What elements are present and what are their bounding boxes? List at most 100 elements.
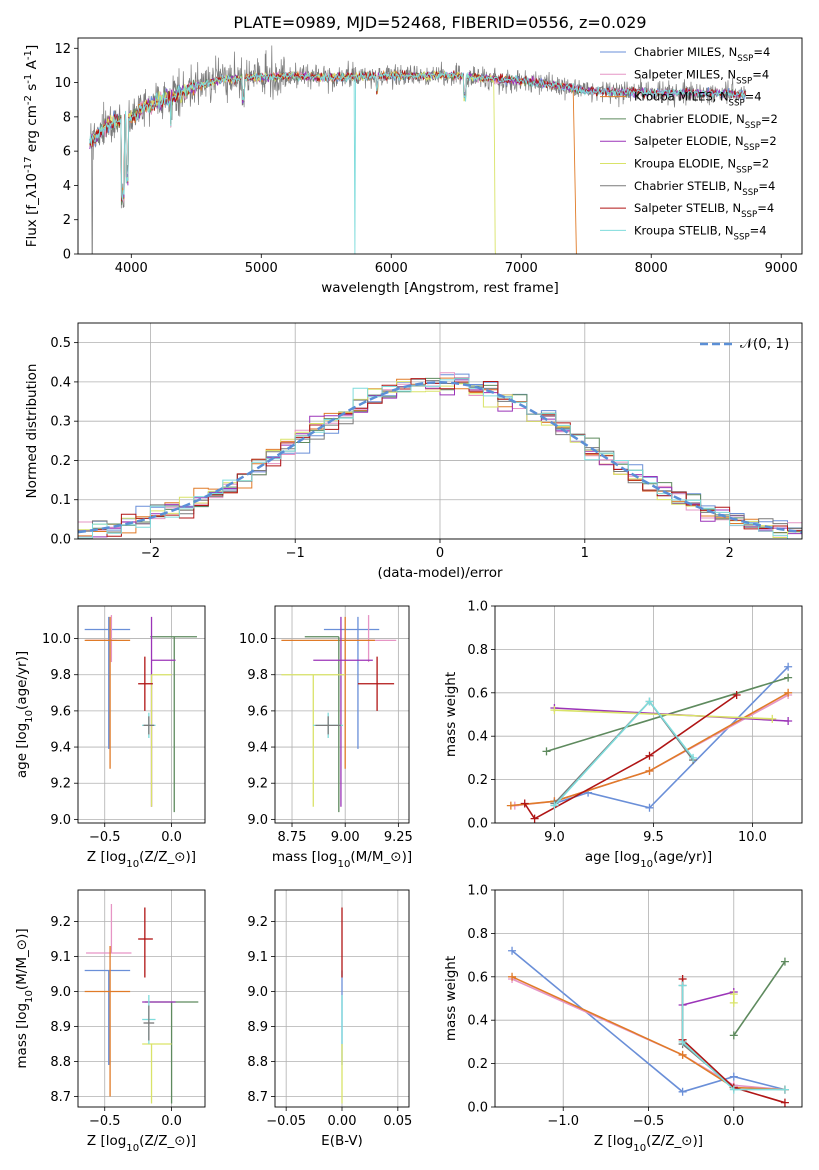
panel-weight_vs_age: 9.0 9.5 10.0 0.0 0.2 0.4 0.6 0.8 1.0 age [log10(a…	[443, 600, 803, 870]
y-axis-label: mass weight	[443, 956, 459, 1041]
y-tick-label: 0.5	[50, 336, 71, 351]
y-tick-label: 0.3	[50, 415, 71, 430]
axes-frame	[77, 322, 803, 540]
plot-area-spectrum	[89, 45, 747, 254]
x-tick-label: 0.05	[383, 1114, 412, 1129]
x-tick-label: −1.0	[547, 1114, 579, 1129]
axes-frame	[77, 605, 206, 824]
y-tick-label: 9.6	[50, 704, 71, 719]
panel-age_vs_z: −0.5 0.0 9.0 9.2 9.4 9.6 9.8 10.0 Z [log10(Z/Z_⊙…	[14, 605, 206, 870]
axes-frame	[494, 605, 803, 824]
y-tick-label: 9.6	[247, 704, 268, 719]
errorbar-point	[143, 1005, 155, 1041]
weight-marker	[729, 1085, 738, 1094]
errorbar-point	[84, 969, 131, 1065]
weight-line-2	[510, 692, 789, 807]
panel-mass_vs_ebv: −0.05 0.00 0.05 8.7 8.8 8.9 9.0 9.1 9.2 E(B-V)	[247, 889, 412, 1149]
x-axis-label: mass [log10(M/M_⊙)]	[272, 849, 412, 870]
x-tick-label: 9.00	[331, 830, 360, 845]
y-tick-label: 0.4	[50, 375, 71, 390]
x-tick-label: 6000	[375, 261, 408, 276]
x-tick-label: 9.0	[544, 830, 565, 845]
gaussian-reference-curve	[78, 381, 802, 534]
weight-line-6	[553, 700, 694, 805]
weight-line-7	[524, 694, 738, 820]
weight-line-6	[681, 985, 735, 1089]
weight-marker	[729, 1072, 738, 1081]
y-tick-label: 0.6	[467, 686, 488, 701]
errorbar-point	[144, 1001, 199, 1104]
errorbar-point	[84, 946, 131, 1097]
x-tick-label: 0.0	[723, 1114, 744, 1129]
x-tick-label: 9.25	[384, 830, 413, 845]
weight-marker	[729, 998, 738, 1007]
y-tick-label: 10.0	[239, 632, 268, 647]
weight-marker	[780, 957, 789, 966]
x-tick-label: 8000	[635, 261, 668, 276]
y-tick-label: 6	[63, 145, 71, 160]
y-tick-label: 9.1	[247, 950, 268, 965]
y-tick-label: 10.0	[42, 632, 71, 647]
weight-marker	[520, 799, 529, 808]
weight-line-8	[681, 985, 785, 1091]
errorbar-point	[304, 636, 340, 813]
x-tick-label: 8.75	[278, 830, 307, 845]
y-axis-label: mass weight	[443, 672, 459, 757]
axes-frame	[77, 37, 803, 255]
y-tick-label: 2	[63, 213, 71, 228]
y-tick-label: 9.0	[50, 813, 71, 828]
y-tick-label: 0.0	[50, 533, 71, 548]
spectrum-line-6	[89, 45, 747, 254]
errorbar-point	[138, 907, 153, 978]
legend-entry: Salpeter STELIB, NSSP=4	[634, 201, 774, 220]
x-axis-label: (data-model)/error	[377, 565, 503, 581]
spectrum-legend: Chabrier MILES, NSSP=4 Salpeter MILES, NS…	[600, 45, 778, 242]
y-tick-label: 8.8	[247, 1055, 268, 1070]
weight-line-2	[511, 976, 785, 1091]
y-tick-label: 9.2	[247, 915, 268, 930]
y-tick-label: 9.1	[50, 950, 71, 965]
y-tick-label: 8.7	[50, 1090, 71, 1105]
y-tick-label: 10	[54, 76, 71, 91]
weight-marker	[678, 981, 687, 990]
weight-marker	[508, 946, 517, 955]
weight-marker	[550, 706, 559, 715]
legend-entry: Chabrier MILES, NSSP=4	[634, 45, 770, 64]
x-tick-label: 0.0	[161, 1114, 182, 1129]
x-tick-label: −0.5	[89, 830, 121, 845]
x-axis-label: Z [log10(Z/Z_⊙)]	[594, 1133, 703, 1154]
y-tick-label: 0.8	[467, 643, 488, 658]
weight-marker	[780, 1098, 789, 1107]
legend-entry: Kroupa STELIB, NSSP=4	[634, 223, 767, 242]
x-tick-label: 1	[581, 546, 589, 561]
axes-frame	[274, 605, 410, 824]
errorbar-point	[315, 716, 341, 735]
errorbar-point	[84, 616, 131, 769]
y-tick-label: 9.2	[50, 915, 71, 930]
weight-line-8	[553, 700, 694, 807]
plot-area-mass_vs_z	[78, 890, 205, 1107]
y-tick-label: 0.6	[467, 970, 488, 985]
axes-frame	[77, 889, 206, 1108]
y-tick-label: 9.8	[247, 668, 268, 683]
legend-entry: 𝒩(0, 1)	[740, 336, 789, 352]
weight-marker	[678, 1087, 687, 1096]
y-tick-label: 9.0	[50, 985, 71, 1000]
weight-marker	[678, 1050, 687, 1059]
weight-marker	[689, 753, 698, 762]
y-tick-label: 1.0	[467, 600, 488, 615]
x-tick-label: −2	[141, 546, 160, 561]
weight-marker	[530, 814, 539, 823]
x-tick-label: 0	[436, 546, 444, 561]
y-tick-label: 0.1	[50, 493, 71, 508]
panel-residuals: −2 −1 0 1 2 0.0 0.1 0.2 0.3 0.4 0.5 (data-model)/er…	[24, 322, 803, 581]
weight-line-0	[511, 950, 786, 1093]
plot-area-weight_vs_z	[495, 890, 802, 1107]
y-tick-label: 0.2	[467, 773, 488, 788]
legend-entry: Chabrier ELODIE, NSSP=2	[634, 112, 778, 131]
y-tick-label: 0.4	[467, 730, 488, 745]
plot-area-weight_vs_age	[495, 606, 802, 823]
y-tick-label: 0.2	[467, 1057, 488, 1072]
weight-marker	[729, 1031, 738, 1040]
